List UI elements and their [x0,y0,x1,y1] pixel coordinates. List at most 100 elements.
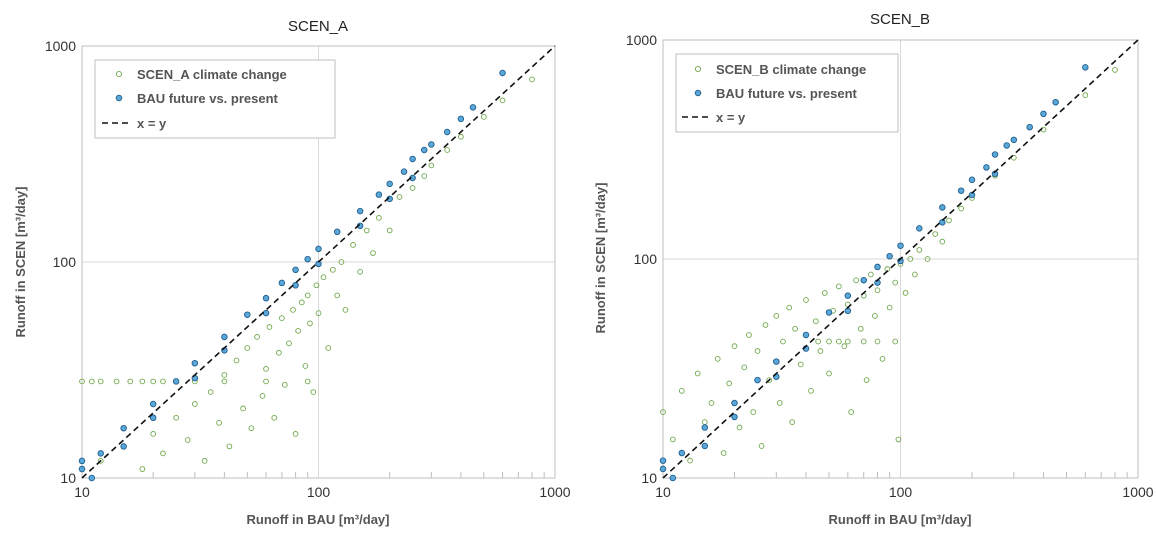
point-climate [281,381,288,388]
point-climate [907,256,914,262]
point-climate [221,378,228,385]
point-bau [292,282,299,289]
point-climate [821,290,828,296]
point-climate [835,338,842,345]
y-tick-label: 1000 [45,38,76,54]
point-climate [320,274,327,281]
chart-scen-b: SCEN_B 10 100 1000 10 100 1000 Runoff in BAU … [593,11,1154,527]
point-bau [991,151,999,158]
point-bau [400,168,408,175]
point-bau [731,413,738,421]
point-climate [240,405,246,412]
x-axis-label: Runoff in BAU [m³/day] [247,512,390,527]
point-bau [262,309,270,317]
data-points [78,45,556,482]
point-bau [886,252,893,260]
point-climate [958,205,964,212]
point-climate [127,378,134,385]
point-climate [1082,92,1089,98]
point-climate [924,256,931,262]
point-climate [376,215,382,221]
point-bau [292,266,299,274]
y-axis-label: Runoff in SCEN [m³/day] [13,187,28,338]
legend-entry-climate: SCEN_A climate change [137,67,287,82]
legend-marker-green [115,70,123,78]
point-bau [939,219,946,226]
point-climate [857,325,864,332]
legend-marker-blue [115,94,123,102]
point-bau [844,292,852,299]
point-climate [701,419,708,425]
point-climate [266,324,273,330]
point-climate [853,277,859,284]
point-climate [248,425,255,432]
legend-entry-xy: x = y [716,110,746,125]
y-tick-label: 10 [60,470,76,486]
point-bau [333,228,341,236]
point-climate [421,173,428,179]
point-bau [659,457,667,464]
point-climate [720,450,727,456]
point-climate [139,466,146,472]
point-climate [113,378,120,385]
x-tick-label: 100 [889,484,913,500]
point-climate [812,318,819,325]
point-climate [271,414,278,421]
point-bau [443,128,451,136]
point-bau [78,465,86,473]
point-bau [802,331,810,339]
x-tick-label: 10 [74,484,90,500]
point-climate [678,388,685,394]
point-bau [825,309,833,316]
chart-scen-a: SCEN_A 10 100 1000 10 100 1000 Runoff in BAU … [13,18,571,527]
point-climate [808,388,814,394]
point-climate [786,304,793,311]
point-climate [307,320,313,327]
point-bau [754,376,761,384]
point-climate [221,372,228,378]
point-climate [386,227,393,234]
point-climate [687,457,693,464]
point-climate [848,409,855,415]
point-climate [892,279,899,286]
point-climate [776,400,783,406]
point-bau [701,424,709,431]
point-climate [244,345,251,351]
point-climate [886,304,893,311]
point-climate [357,269,363,275]
point-bau [278,279,286,287]
point-climate [669,436,676,443]
point-climate [370,250,376,256]
point-climate [207,389,214,395]
point-bau [386,180,393,188]
point-climate [79,378,85,385]
point-climate [835,283,842,290]
point-climate [714,355,721,362]
point-climate [286,340,292,347]
y-tick-label: 10 [641,470,657,486]
point-climate [263,366,269,372]
point-bau [1010,136,1018,144]
point-bau [897,242,904,249]
x-tick-label: 1000 [539,484,570,500]
point-climate [338,259,345,265]
legend-entry-bau: BAU future vs. present [137,91,279,106]
point-climate [97,378,104,385]
point-bau [701,442,709,450]
point-bau [191,359,199,367]
point-climate [902,290,909,296]
point-climate [946,217,952,224]
point-bau [499,69,506,77]
point-climate [741,364,748,371]
point-climate [292,431,299,437]
point-bau [244,311,251,318]
chart-title: SCEN_A [288,18,348,35]
point-bau [659,465,667,473]
tick-labels: 10 100 1000 10 100 1000 [45,38,571,500]
point-climate [263,378,269,385]
x-tick-label: 10 [655,484,671,500]
point-bau [421,146,428,154]
point-bau [1052,98,1059,106]
point-bau [874,263,881,271]
point-climate [304,378,311,385]
